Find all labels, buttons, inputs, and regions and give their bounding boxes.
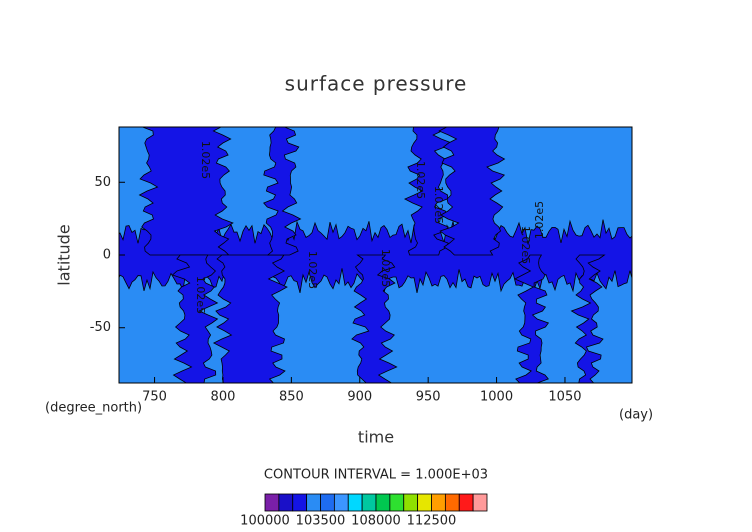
contour-interval: CONTOUR INTERVAL = 1.000E+03 [264, 468, 488, 483]
colorbar-tick-label: 103500 [296, 514, 346, 529]
contour-label: 1.02e5 [414, 161, 427, 199]
colorbar-box [431, 493, 446, 512]
contour-fill [351, 254, 398, 383]
colorbar-box [333, 493, 349, 512]
x-tick-label: 1050 [548, 390, 581, 405]
colorbar-box [389, 493, 405, 512]
contour-label: 1.02e5 [194, 276, 207, 314]
colorbar-box [444, 493, 460, 512]
x-tick-label: 850 [279, 390, 304, 405]
y-unit: (degree_north) [45, 401, 142, 416]
colorbar-box [306, 493, 321, 512]
contour-fill [513, 254, 550, 383]
contour-fill [171, 254, 219, 383]
contour-label: 1.02e5 [199, 141, 212, 179]
colorbar-tick-label: 108000 [351, 514, 401, 529]
contour-label: 1.02e5 [519, 226, 532, 264]
contour-fill [570, 254, 606, 383]
colorbar-tick-label: 112500 [407, 514, 457, 529]
colorbar-box [417, 493, 432, 512]
contour-label: 1.02e5 [432, 186, 445, 224]
x-unit: (day) [619, 408, 653, 423]
contour-label: 1.02e5 [379, 249, 392, 287]
colorbar-tick-label: 100000 [240, 514, 290, 529]
colorbar-box [458, 493, 474, 512]
x-tick-label: 950 [416, 390, 441, 405]
x-tick-label: 800 [211, 390, 236, 405]
colorbar-box [472, 493, 488, 512]
x-axis-label: time [358, 428, 394, 447]
colorbar-box [292, 493, 308, 512]
y-tick-label: 0 [103, 248, 111, 263]
x-tick-label: 1000 [480, 390, 513, 405]
colorbar-box [361, 493, 377, 512]
contour-label: 1.02e5 [533, 201, 546, 239]
contour-fill [438, 127, 506, 256]
x-tick-label: 900 [347, 390, 372, 405]
y-tick-label: -50 [90, 320, 111, 335]
x-tick-label: 750 [142, 390, 167, 405]
colorbar-box [375, 493, 391, 512]
colorbar-box [347, 493, 363, 512]
contour-fill [138, 127, 234, 256]
contour-fill [263, 127, 302, 256]
colorbar-box [320, 493, 335, 512]
colorbar-box [403, 493, 419, 512]
colorbar-box [264, 493, 280, 512]
chart-title: surface pressure [285, 72, 468, 96]
contour-fill [212, 254, 288, 383]
colorbar-box [278, 493, 294, 512]
contour-label: 1.02e5 [306, 251, 319, 289]
y-axis-label: latitude [55, 224, 74, 285]
y-tick-label: 50 [94, 175, 111, 190]
